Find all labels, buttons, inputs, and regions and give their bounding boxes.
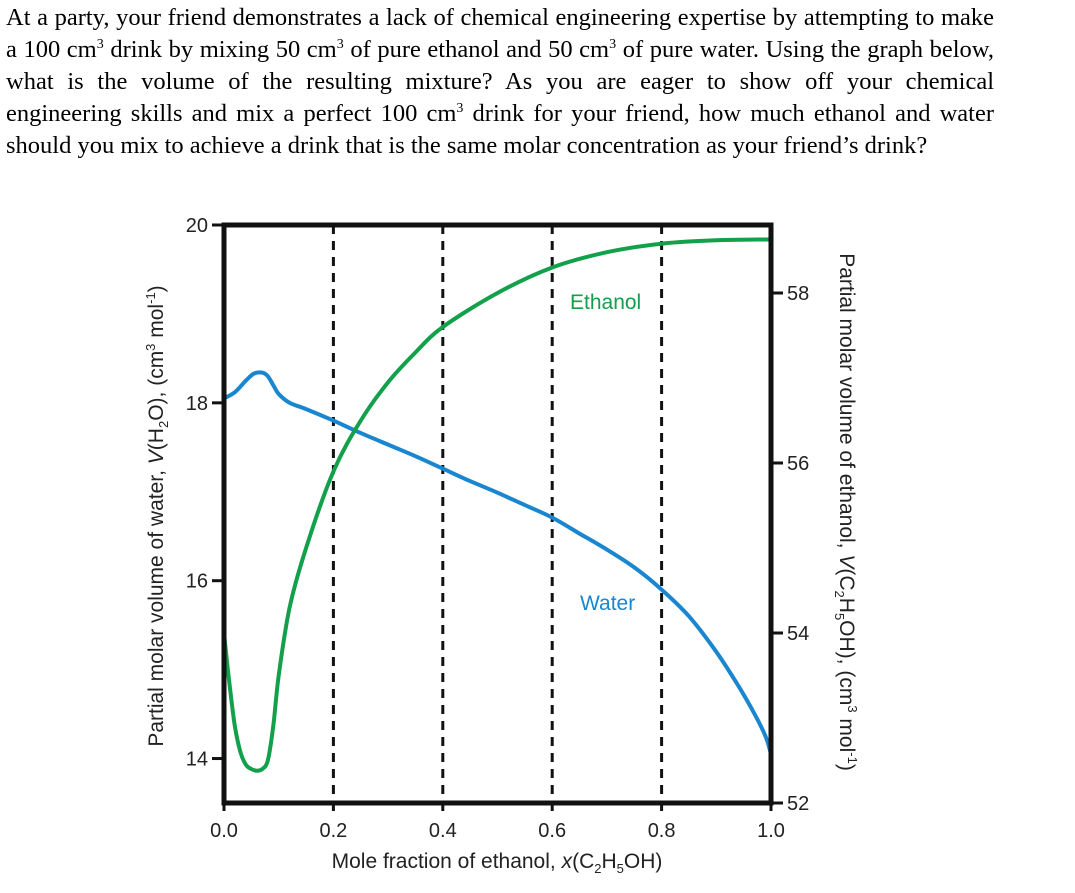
x-tick-label: 1.0 bbox=[757, 820, 785, 842]
dashed-gridlines bbox=[331, 225, 664, 803]
superscript-3: 3 bbox=[609, 36, 617, 52]
superscript-3: 3 bbox=[336, 36, 344, 52]
question-part-2: drink by mixing 50 cm bbox=[103, 36, 337, 63]
x-tick-label: 0.0 bbox=[210, 820, 238, 842]
question-part-4: of pure water. Using the graph below, wh… bbox=[6, 36, 994, 127]
question-text: At a party, your friend demonstrates a l… bbox=[6, 2, 994, 162]
y-left-tick-label: 18 bbox=[186, 393, 208, 415]
y-axis-right-title: Partial molar volume of ethanol, V(C2H5O… bbox=[832, 253, 860, 771]
y-axis-left-title: Partial molar volume of water, V(H2O), (… bbox=[143, 285, 171, 746]
question-part-3: of pure ethanol and 50 cm bbox=[343, 36, 610, 63]
superscript-3: 3 bbox=[456, 100, 464, 116]
y-right-tick-label: 52 bbox=[787, 793, 809, 815]
series-line-ethanol bbox=[222, 237, 773, 773]
axis-ticks: 0.0 0.2 0.4 0.6 0.8 1.0 14 16 18 20 52 54 56 58 bbox=[186, 215, 810, 842]
plot-frame bbox=[221, 222, 774, 806]
series-lines bbox=[222, 237, 773, 773]
y-left-tick-label: 14 bbox=[186, 749, 208, 771]
series-label-ethanol: Ethanol bbox=[570, 291, 641, 314]
y-left-tick-label: 16 bbox=[186, 571, 208, 593]
superscript-3: 3 bbox=[96, 36, 104, 52]
series-line-water bbox=[222, 370, 773, 757]
question-part-5: drink for your friend, how much ethanol … bbox=[6, 100, 994, 159]
x-axis-title: Mole fraction of ethanol, x(C2H5OH) bbox=[332, 850, 663, 876]
x-tick-label: 0.6 bbox=[538, 820, 566, 842]
x-tick-label: 0.8 bbox=[648, 820, 676, 842]
x-tick-label: 0.4 bbox=[429, 820, 457, 842]
x-tick-label: 0.2 bbox=[319, 820, 347, 842]
series-label-water: Water bbox=[580, 592, 635, 615]
y-right-tick-label: 58 bbox=[787, 283, 809, 305]
y-right-tick-label: 56 bbox=[787, 453, 809, 475]
question-part-1: At a party, your friend demonstrates a l… bbox=[6, 4, 994, 63]
y-left-tick-label: 20 bbox=[186, 215, 208, 237]
y-right-tick-label: 54 bbox=[787, 623, 809, 645]
